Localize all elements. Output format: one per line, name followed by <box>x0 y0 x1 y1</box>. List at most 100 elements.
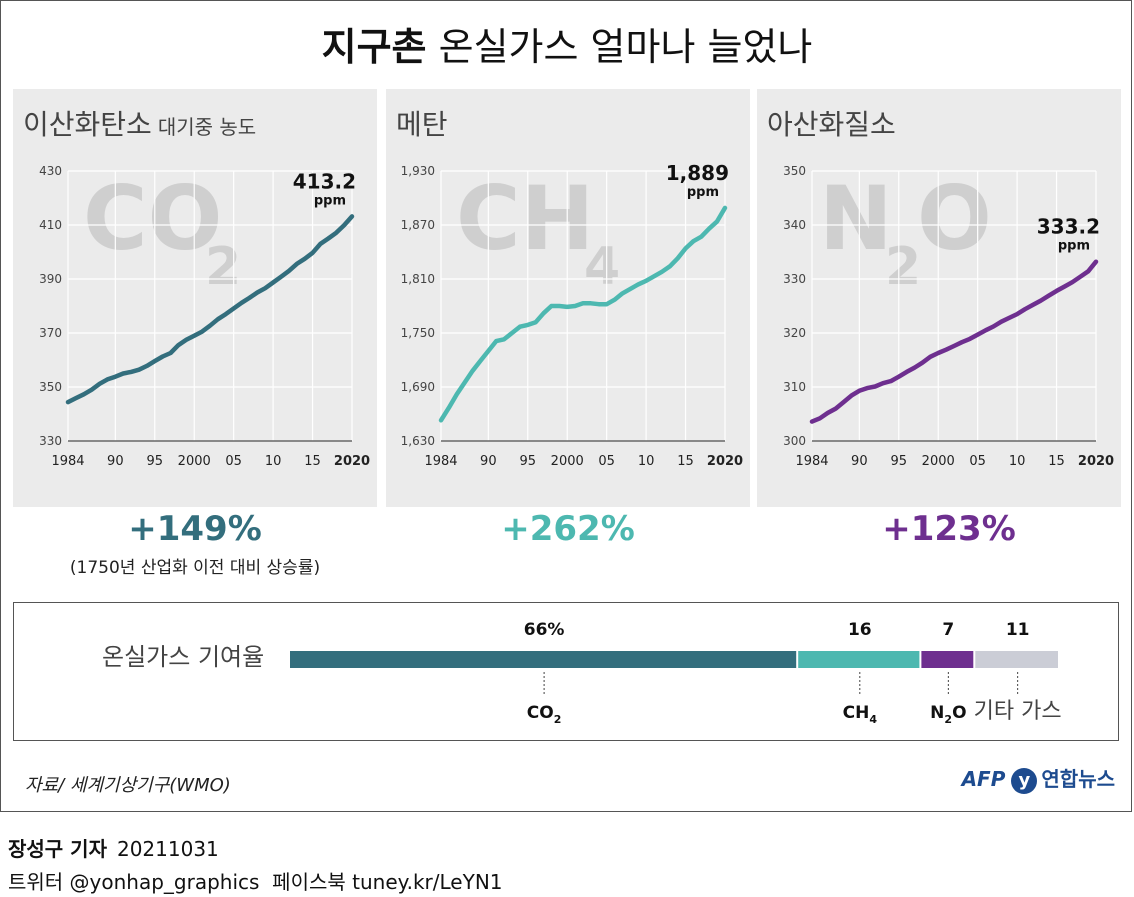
contrib-label-ch4: CH4 <box>843 703 878 726</box>
co2-xtick-label: 10 <box>265 454 282 469</box>
co2-xtick-label: 2000 <box>178 454 211 469</box>
co2-xtick-label: 95 <box>147 454 164 469</box>
co2-xtick-label: 1984 <box>51 454 84 469</box>
n2o-xtick-label: 10 <box>1009 454 1026 469</box>
co2-ytick-label: 390 <box>39 272 62 286</box>
co2-change: +149% <box>128 509 262 549</box>
co2-subtitle: 대기중 농도 <box>157 115 257 139</box>
infographic-frame: 지구촌 온실가스 얼마나 늘었나 이산화탄소 대기중 농도 CO 2 330 350 37… <box>0 0 1132 812</box>
contrib-label-other: 기타 가스 <box>974 699 1062 724</box>
n2o-end-unit: ppm <box>1058 239 1090 254</box>
co2-xtick-label: 15 <box>304 454 321 469</box>
contrib-bar-other <box>975 651 1058 668</box>
n2o-series-line <box>809 259 1099 424</box>
n2o-xtick-label: 90 <box>851 454 868 469</box>
co2-panel: 이산화탄소 대기중 농도 CO 2 330 350 370 390 410 430 1984 90 9… <box>13 89 377 507</box>
co2-chart: CO2 330 350 370 390 410 430 1984 90 95 2000 05 10 15 2… <box>39 164 370 469</box>
n2o-xtick-label: 95 <box>891 454 908 469</box>
contribution-title: 온실가스 기여율 <box>102 643 265 671</box>
ch4-change: +262% <box>501 509 635 549</box>
ch4-end-unit: ppm <box>687 185 719 200</box>
n2o-change: +123% <box>882 509 1016 549</box>
co2-ytick-label: 350 <box>39 380 62 394</box>
co2-end-unit: ppm <box>314 193 346 208</box>
reporter: 장성구 기자 <box>8 837 107 861</box>
contrib-label-sub: 2 <box>554 713 562 726</box>
co2-ytick-label: 370 <box>39 326 62 340</box>
n2o-xtick-label: 2020 <box>1078 454 1114 469</box>
ch4-watermark-sub: 4 <box>584 237 620 297</box>
credit-line-2: 트위터 @yonhap_graphics 페이스북 tuney.kr/LeYN1 <box>8 866 503 895</box>
co2-panel-title: 이산화탄소 대기중 농도 <box>23 103 256 143</box>
co2-series-line <box>65 214 355 405</box>
yonhap-mark-icon: y <box>1011 767 1038 794</box>
ch4-xtick-label: 15 <box>677 454 694 469</box>
n2o-ytick-label: 350 <box>783 164 806 178</box>
n2o-watermark-tail: O <box>917 167 992 270</box>
ch4-ytick-label: 1,810 <box>401 272 435 286</box>
n2o-xtick-label: 15 <box>1048 454 1065 469</box>
ch4-ytick-label: 1,870 <box>401 218 435 232</box>
credit-line-1: 장성구 기자 20211031 <box>8 833 219 862</box>
contrib-label-tail: O <box>952 703 966 723</box>
contrib-bar-ch4 <box>798 651 920 668</box>
title-rest: 온실가스 얼마나 늘었나 <box>438 25 813 69</box>
yonhap-logo-text: 연합뉴스 <box>1041 767 1115 791</box>
contrib-label-co2: CO2 <box>527 703 562 726</box>
n2o-ytick-label: 310 <box>783 380 806 394</box>
ch4-chart: CH4 1,630 1,690 1,750 1,810 1,870 1,930 1984 90 9… <box>401 161 743 469</box>
afp-logo: AFP <box>961 767 1006 791</box>
contrib-label-n2o: N2O <box>930 703 966 726</box>
ch4-xtick-label: 90 <box>480 454 497 469</box>
ch4-series-line <box>438 205 728 423</box>
co2-xtick-label: 2020 <box>334 454 370 469</box>
n2o-watermark-sub: 2 <box>885 237 921 297</box>
n2o-watermark: N <box>819 167 893 270</box>
ch4-ytick-label: 1,930 <box>401 164 435 178</box>
co2-title: 이산화탄소 <box>23 108 152 141</box>
publisher-logo: AFP y 연합뉴스 <box>962 763 1115 794</box>
contrib-bar-n2o <box>921 651 974 668</box>
source-note: 자료/ 세계기상기구(WMO) <box>25 775 231 796</box>
n2o-title: 아산화질소 <box>767 108 896 141</box>
contrib-label-main: CO <box>527 703 554 723</box>
co2-ytick-label: 430 <box>39 164 62 178</box>
n2o-xtick-label: 05 <box>969 454 986 469</box>
ch4-xtick-label: 05 <box>598 454 615 469</box>
n2o-panel-title: 아산화질소 <box>767 103 896 143</box>
co2-change-note: (1750년 산업화 이전 대비 상승률) <box>69 558 321 578</box>
ch4-ytick-label: 1,750 <box>401 326 435 340</box>
n2o-chart: N2O 300 310 320 330 340 350 1984 90 95 2000 05 10 15 2… <box>783 164 1114 469</box>
n2o-ytick-label: 320 <box>783 326 806 340</box>
page-title: 지구촌 온실가스 얼마나 늘었나 <box>1 21 1133 73</box>
title-bold: 지구촌 <box>321 25 427 69</box>
contribution-box: 온실가스 기여율 66% CO2 16 CH4 7 N2O 11 기타 가스 <box>13 602 1119 741</box>
ch4-xtick-label: 95 <box>520 454 537 469</box>
contrib-label-sub: 4 <box>869 713 877 726</box>
contrib-value-other: 11 <box>1006 620 1030 640</box>
co2-xtick-label: 05 <box>225 454 242 469</box>
n2o-ytick-label: 300 <box>783 434 806 448</box>
n2o-xtick-label: 1984 <box>795 454 828 469</box>
ch4-watermark: CH <box>456 167 594 270</box>
contrib-value-n2o: 7 <box>942 620 954 640</box>
contrib-label-main: N <box>930 703 944 723</box>
co2-ytick-label: 410 <box>39 218 62 232</box>
ch4-xtick-label: 1984 <box>424 454 457 469</box>
credit-twitter: 트위터 @yonhap_graphics <box>8 870 260 894</box>
ch4-panel-title: 메탄 <box>396 103 448 143</box>
ch4-xtick-label: 2000 <box>551 454 584 469</box>
ch4-xtick-label: 2020 <box>707 454 743 469</box>
contrib-value-ch4: 16 <box>848 620 872 640</box>
co2-ytick-label: 330 <box>39 434 62 448</box>
ch4-panel: 메탄 CH 4 1,630 1,690 1,750 1,810 1,870 1,930 1984… <box>386 89 750 507</box>
ch4-xtick-label: 10 <box>638 454 655 469</box>
n2o-ytick-label: 340 <box>783 218 806 232</box>
ch4-ytick-label: 1,630 <box>401 434 435 448</box>
ch4-end-value: 1,889 <box>666 161 729 185</box>
contrib-label-main: CH <box>843 703 870 723</box>
n2o-end-value: 333.2 <box>1037 215 1100 239</box>
credit-facebook: 페이스북 tuney.kr/LeYN1 <box>272 870 503 894</box>
ch4-title: 메탄 <box>396 108 448 141</box>
